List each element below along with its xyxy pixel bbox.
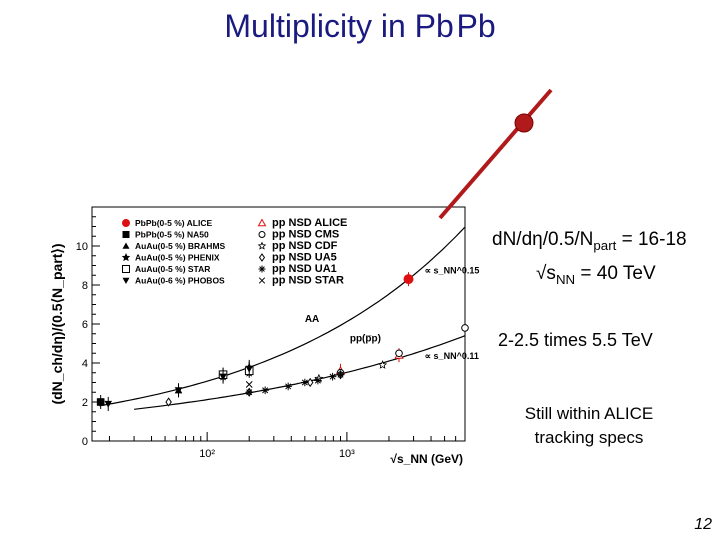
note-text: = 16-18 bbox=[616, 229, 687, 250]
y-tick-label: 2 bbox=[82, 397, 88, 409]
y-axis-label: (dN_ch/dη)/(0.5⟨N_part⟩) bbox=[49, 243, 65, 404]
marker-cross bbox=[258, 277, 266, 284]
legend-label: pp NSD CDF bbox=[272, 240, 338, 252]
chart-labels: AA pp(p̅p) ∝ s_NN^0.15 ∝ s_NN^0.11 bbox=[305, 265, 480, 361]
x-axis-label: √s_NN (GeV) bbox=[390, 452, 463, 466]
y-tick-label: 0 bbox=[82, 436, 88, 448]
marker-triangle-down-filled bbox=[104, 400, 113, 408]
energy-line: √sNN = 40 TeV bbox=[492, 260, 712, 294]
marker-square-open bbox=[122, 265, 130, 273]
page-number: 12 bbox=[694, 516, 712, 533]
marker-asterisk bbox=[328, 372, 337, 381]
specs-note: Still within ALICE tracking specs bbox=[524, 404, 654, 447]
marker-circle-filled bbox=[403, 274, 414, 285]
note-subscript: part bbox=[593, 237, 617, 253]
marker-triangle-down-filled bbox=[245, 365, 254, 373]
extrapolation-line bbox=[438, 88, 553, 220]
marker-asterisk bbox=[261, 386, 269, 395]
marker-asterisk bbox=[245, 388, 254, 397]
marker-triangle-down-filled bbox=[122, 277, 130, 284]
annotation-pp-fit: ∝ s_NN^0.11 bbox=[425, 351, 479, 361]
legend-label: PbPb(0-5 %) NA50 bbox=[135, 230, 209, 240]
ratio-note: 2-2.5 times 5.5 TeV bbox=[498, 330, 653, 350]
legend-label: pp NSD UA1 bbox=[272, 263, 337, 275]
legend-label: AuAu(0-5 %) STAR bbox=[135, 264, 210, 274]
legend-label: AuAu(0-6 %) PHOBOS bbox=[135, 276, 225, 286]
marker-circle-open bbox=[395, 349, 403, 358]
marker-cross bbox=[245, 381, 253, 388]
legend-label: pp NSD CMS bbox=[272, 229, 339, 241]
note-text: dN/dη/0.5/N bbox=[492, 229, 594, 250]
y-tick-label: 4 bbox=[82, 358, 88, 370]
legend-label: pp NSD STAR bbox=[272, 275, 344, 287]
marker-circle-filled bbox=[122, 219, 130, 227]
marker-square-filled bbox=[96, 398, 105, 406]
slide-title: Multiplicity in Pb Pb bbox=[224, 8, 496, 44]
marker-triangle-up-filled bbox=[122, 242, 130, 249]
x-tick-label: 10³ bbox=[339, 448, 355, 460]
y-tick-label: 8 bbox=[82, 280, 88, 292]
marker-square-filled bbox=[122, 231, 130, 238]
fit-curve-pp bbox=[134, 335, 466, 410]
y-tick-label: 10 bbox=[76, 241, 88, 253]
marker-diamond-open bbox=[306, 377, 314, 388]
marker-triangle-up-open bbox=[257, 218, 267, 227]
marker-diamond-open bbox=[258, 253, 266, 262]
marker-asterisk bbox=[284, 382, 292, 391]
legend-label: AuAu(0-5 %) BRAHMS bbox=[135, 241, 226, 251]
marker-asterisk bbox=[314, 376, 322, 385]
marker-circle-open bbox=[461, 324, 469, 332]
marker-asterisk bbox=[258, 265, 266, 273]
marker-asterisk bbox=[301, 378, 309, 387]
legend-label: AuAu(0-5 %) PHENIX bbox=[135, 253, 220, 263]
extrapolation-point bbox=[514, 113, 534, 133]
fit-curves bbox=[99, 226, 466, 410]
multiplicity-chart: 0 2 4 6 8 10 10² 10³ (dN_ch/dη)/(0.5⟨N_part⟩) √s_… bbox=[49, 206, 480, 466]
legend-label: PbPb(0-5 %) ALICE bbox=[135, 218, 212, 228]
marker-diamond-open bbox=[165, 397, 172, 407]
chart-axes: 0 2 4 6 8 10 10² 10³ (dN_ch/dη)/(0.5⟨N_part⟩) √s_… bbox=[49, 206, 466, 466]
note-subscript: NN bbox=[555, 271, 576, 287]
marker-asterisk bbox=[336, 370, 345, 379]
data-points bbox=[96, 272, 469, 411]
annotation-aa: AA bbox=[305, 314, 319, 325]
fit-curve-aa bbox=[99, 226, 466, 407]
marker-triangle-down-filled bbox=[174, 387, 183, 395]
marker-star-filled bbox=[121, 252, 131, 262]
multiplicity-line: dN/dη/0.5/Npart = 16-18 bbox=[492, 226, 712, 260]
marker-circle-open bbox=[258, 231, 266, 238]
x-tick-label: 10² bbox=[199, 448, 215, 460]
annotation-pp: pp(p̅p) bbox=[350, 334, 381, 345]
legend-label: pp NSD UA5 bbox=[272, 252, 337, 264]
y-tick-label: 6 bbox=[82, 319, 88, 331]
legend-label: pp NSD ALICE bbox=[272, 217, 347, 229]
marker-triangle-down-filled bbox=[219, 373, 227, 381]
annotation-aa-fit: ∝ s_NN^0.15 bbox=[425, 265, 480, 275]
multiplicity-note: dN/dη/0.5/Npart = 16-18 √sNN = 40 TeV bbox=[492, 226, 712, 294]
note-text: √s bbox=[536, 262, 556, 284]
marker-star-open bbox=[378, 360, 388, 369]
note-text: = 40 TeV bbox=[575, 262, 656, 284]
marker-star-open bbox=[257, 241, 267, 250]
